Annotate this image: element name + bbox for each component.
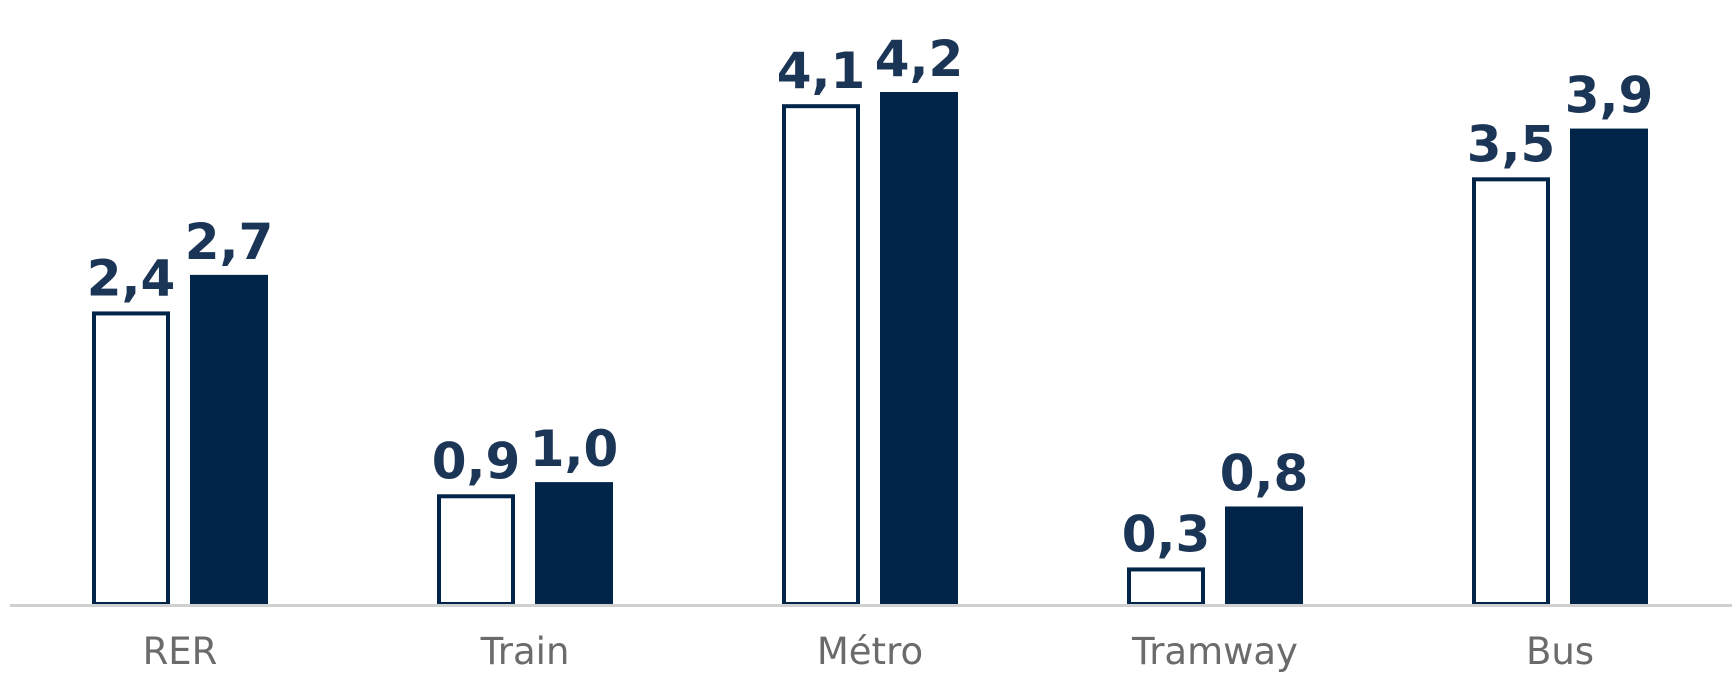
data-label-train-series-2: 1,0: [530, 420, 619, 478]
data-label-métro-series-2: 4,2: [875, 30, 964, 88]
bar-métro-series-1: [782, 104, 860, 606]
category-label-métro: Métro: [817, 630, 923, 673]
data-label-rer-series-1: 2,4: [87, 249, 176, 307]
data-label-tramway-series-2: 0,8: [1220, 444, 1309, 502]
bar-train-series-2: [535, 482, 613, 604]
data-label-bus-series-2: 3,9: [1565, 67, 1654, 125]
data-label-tramway-series-1: 0,3: [1122, 505, 1211, 563]
bar-rer-series-1: [92, 311, 170, 606]
category-label-bus: Bus: [1526, 630, 1594, 673]
bar-train-series-1: [437, 494, 515, 606]
category-label-train: Train: [480, 630, 570, 673]
bars-group: [92, 92, 1648, 607]
bar-tramway-series-2: [1225, 506, 1303, 604]
category-label-tramway: Tramway: [1131, 630, 1298, 673]
category-label-rer: RER: [143, 630, 218, 673]
bar-tramway-series-1: [1127, 567, 1205, 607]
data-label-métro-series-1: 4,1: [777, 42, 866, 100]
bar-bus-series-1: [1472, 177, 1550, 606]
bar-métro-series-2: [880, 92, 958, 604]
data-label-train-series-1: 0,9: [432, 432, 521, 490]
data-label-rer-series-2: 2,7: [185, 213, 274, 271]
category-labels-group: RER Train Métro Tramway Bus: [143, 630, 1594, 673]
value-labels-group: 2,42,7 0,9 1,0 4,1 4,2 0,30,8 3,53,9: [87, 30, 1654, 563]
bar-rer-series-2: [190, 274, 268, 604]
data-label-bus-series-1: 3,5: [1467, 115, 1556, 173]
bar-bus-series-2: [1570, 128, 1648, 605]
